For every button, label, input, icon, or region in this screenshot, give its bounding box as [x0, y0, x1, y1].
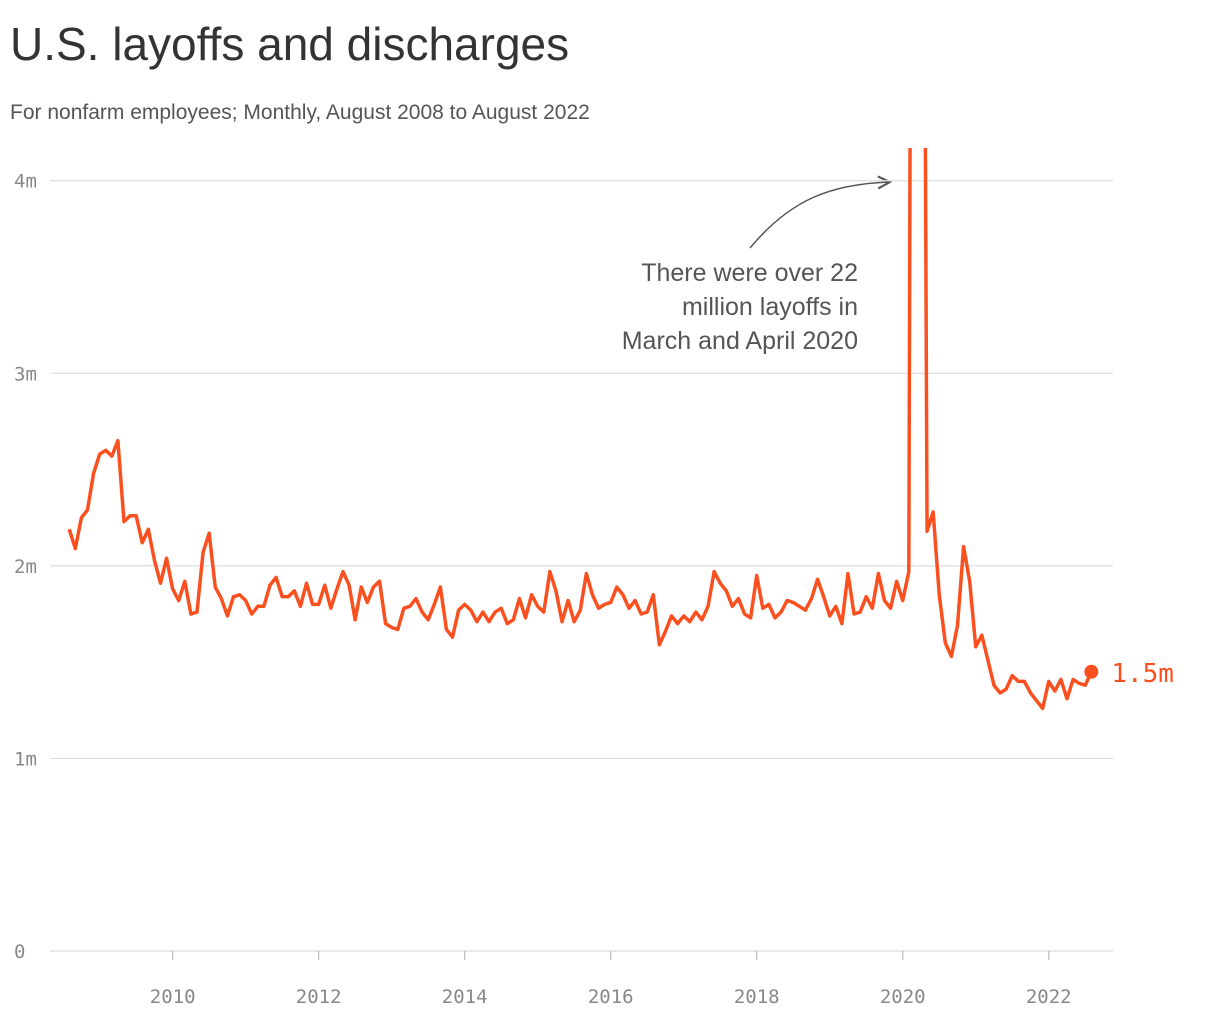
value-label: 1.5m	[1111, 659, 1174, 689]
annotation-arrow	[749, 182, 890, 249]
y-tick-label: 0	[14, 941, 25, 963]
annotation-text: March and April 2020	[622, 327, 858, 355]
y-tick-label: 1m	[14, 748, 37, 770]
y-tick-label: 3m	[14, 363, 37, 385]
x-tick-label: 2018	[734, 986, 780, 1008]
end-point	[1084, 664, 1099, 679]
x-tick-label: 2014	[442, 986, 488, 1008]
grid	[50, 180, 1113, 960]
x-tick-label: 2022	[1026, 986, 1072, 1008]
line	[67, 148, 1093, 711]
annotation-text: There were over 22	[641, 259, 858, 287]
chart-subtitle: For nonfarm employees; Monthly, August 2…	[10, 101, 590, 124]
y-tick-label: 4m	[14, 171, 37, 193]
annotation-text: million layoffs in	[682, 293, 858, 321]
x-tick-label: 2010	[150, 986, 196, 1008]
x-tick-label: 2012	[296, 986, 342, 1008]
x-tick-label: 2020	[880, 986, 926, 1008]
annotation: There were over 22 million layoffs in Marc…	[622, 259, 858, 355]
chart-title: U.S. layoffs and discharges	[10, 18, 569, 70]
x-tick-label: 2016	[588, 986, 634, 1008]
y-tick-label: 2m	[14, 556, 37, 578]
